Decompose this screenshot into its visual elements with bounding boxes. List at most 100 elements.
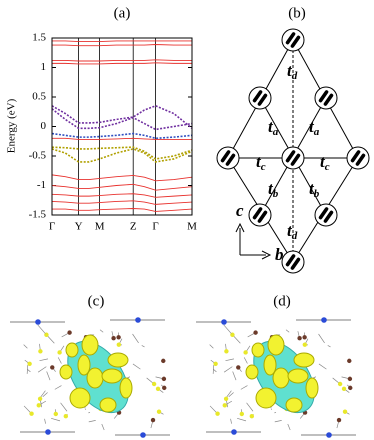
orbital-lobe bbox=[267, 334, 285, 356]
panel-label: (b) bbox=[288, 5, 306, 21]
atom-bond bbox=[44, 418, 46, 424]
atom-bond bbox=[84, 408, 87, 410]
atom bbox=[215, 411, 220, 416]
atom bbox=[297, 336, 302, 341]
orbital-lobe bbox=[69, 387, 91, 409]
atom bbox=[336, 417, 342, 423]
molecule bbox=[314, 203, 338, 227]
y-axis-label: Energy (eV) bbox=[6, 98, 18, 153]
band-line bbox=[52, 44, 192, 47]
molecule-bar bbox=[350, 150, 361, 163]
molecule-bar bbox=[318, 90, 329, 103]
bond-sub: c bbox=[325, 161, 330, 173]
atom-bond bbox=[274, 420, 282, 423]
atom bbox=[155, 386, 161, 392]
band-line bbox=[51, 132, 193, 140]
band-line bbox=[51, 108, 193, 131]
band-line bbox=[51, 146, 193, 160]
atom bbox=[57, 350, 62, 355]
atom-bond bbox=[99, 329, 104, 333]
orbital-lobe bbox=[293, 352, 315, 368]
atom-bond bbox=[223, 324, 232, 334]
atom-bond bbox=[285, 329, 290, 333]
atom bbox=[249, 414, 255, 419]
molecule-bar bbox=[290, 257, 301, 270]
atom-bond bbox=[240, 385, 248, 390]
atom-bond bbox=[212, 365, 215, 374]
molecule-bar bbox=[318, 207, 329, 220]
atom-bond bbox=[37, 366, 47, 373]
molecule bbox=[248, 203, 272, 227]
atom-bond bbox=[274, 411, 277, 414]
atom bbox=[230, 332, 235, 337]
atom bbox=[243, 350, 248, 355]
atom bbox=[341, 386, 347, 392]
atom bbox=[302, 342, 308, 347]
atom-bond bbox=[51, 418, 61, 422]
x-tick-label: Z bbox=[130, 221, 137, 233]
atom bbox=[326, 432, 332, 438]
orbital-lobe bbox=[305, 377, 319, 399]
atom-bond bbox=[287, 423, 291, 431]
bond-main: t bbox=[287, 61, 293, 80]
molecule-bar bbox=[225, 153, 236, 166]
atom-bond bbox=[37, 324, 46, 334]
bond-label: td bbox=[287, 221, 298, 242]
bond-main: t bbox=[309, 117, 315, 136]
molecule bbox=[281, 146, 305, 170]
atom bbox=[44, 332, 49, 337]
atom bbox=[302, 335, 307, 340]
bond-label: tb bbox=[268, 179, 279, 200]
orbital-lobe bbox=[77, 354, 91, 376]
bond-sub: d bbox=[292, 230, 298, 242]
molecule bbox=[281, 28, 305, 52]
atom-bond bbox=[243, 357, 248, 364]
arrow-head bbox=[261, 250, 272, 260]
orbital-lobe bbox=[287, 368, 309, 384]
bond-main: t bbox=[268, 179, 274, 198]
atom bbox=[35, 319, 41, 325]
bond-main: t bbox=[256, 152, 262, 171]
band-line bbox=[52, 40, 192, 42]
atom-bond bbox=[237, 418, 247, 422]
atom bbox=[162, 385, 167, 391]
bond-label: tb bbox=[309, 179, 320, 200]
y-tick-label: 1.5 bbox=[32, 32, 46, 44]
atom-bond bbox=[270, 408, 273, 410]
atom-bond bbox=[46, 371, 51, 381]
atom-bond bbox=[232, 371, 237, 381]
atom-bond bbox=[246, 402, 254, 412]
atom-bond bbox=[39, 358, 49, 362]
molecule bbox=[281, 250, 305, 274]
molecule bbox=[216, 146, 240, 170]
orbital-lobe bbox=[251, 342, 265, 358]
atom-bond bbox=[101, 423, 105, 431]
atom bbox=[222, 403, 227, 408]
atom bbox=[221, 319, 227, 325]
molecule-bar bbox=[323, 210, 334, 223]
band-line bbox=[52, 208, 193, 212]
atom-bond bbox=[209, 344, 214, 349]
atom-bond bbox=[132, 363, 141, 370]
orbital-lobe bbox=[119, 377, 133, 399]
plot-frame bbox=[51, 37, 193, 216]
bond-main: t bbox=[309, 179, 315, 198]
band-line bbox=[51, 183, 193, 191]
band-line bbox=[51, 148, 193, 163]
molecule-bar bbox=[257, 210, 268, 223]
orbital-lobe bbox=[255, 387, 277, 409]
band-line bbox=[51, 200, 193, 205]
molecule-bar bbox=[285, 150, 296, 163]
bond-label: tc bbox=[320, 152, 330, 173]
y-tick-label: -1 bbox=[37, 179, 46, 191]
molecule-bar bbox=[252, 90, 263, 103]
orbital-image bbox=[10, 317, 170, 438]
atom-bond bbox=[23, 344, 28, 349]
arrow-head bbox=[235, 222, 245, 233]
atom-bond bbox=[88, 420, 96, 423]
orbital-lobe bbox=[101, 368, 123, 384]
atom bbox=[342, 409, 348, 414]
bond-label: ta bbox=[268, 117, 279, 138]
molecule bbox=[314, 86, 338, 110]
